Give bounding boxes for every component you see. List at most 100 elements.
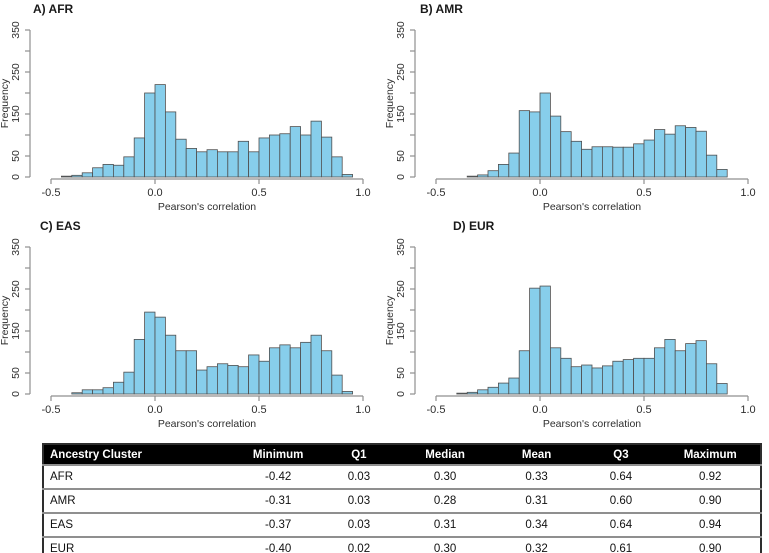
histogram-bar	[196, 151, 208, 178]
histogram-bar	[518, 350, 530, 395]
cell-statistic-value: 0.34	[491, 512, 582, 537]
histogram-bar	[102, 387, 114, 395]
cell-statistic-value: 0.03	[319, 488, 399, 513]
x-tick-label: 1.0	[355, 404, 370, 416]
histogram-bar	[498, 163, 510, 178]
x-tick-label: 0.5	[636, 187, 651, 199]
cell-statistic-value: 0.03	[319, 464, 399, 489]
x-axis-title: Pearson's correlation	[543, 201, 641, 213]
table-row: AFR -0.42 0.03 0.30 0.33 0.64 0.92	[43, 464, 761, 489]
histogram-bar	[279, 133, 291, 178]
y-tick-label: 150	[395, 322, 407, 340]
table-header-row: Ancestry Cluster Minimum Q1 Median Mean …	[43, 444, 761, 465]
y-axis-title: Frequency	[0, 78, 11, 128]
histogram-bar	[71, 392, 83, 395]
panel-title: C) EAS	[40, 219, 81, 233]
histogram-bar	[216, 151, 229, 178]
histogram-bar	[591, 367, 603, 395]
histogram-bar	[498, 382, 510, 395]
histogram-bar	[581, 364, 593, 395]
histogram-bar	[674, 350, 687, 395]
cell-statistic-value: 0.30	[398, 464, 492, 489]
histogram-bar	[622, 146, 634, 178]
x-tick-label: 1.0	[355, 187, 370, 199]
histogram-bar	[643, 357, 655, 395]
column-header-mean: Mean	[491, 444, 582, 465]
column-header-median: Median	[398, 444, 492, 465]
histogram-bar	[320, 350, 333, 395]
panel-title: D) EUR	[453, 219, 495, 233]
y-tick-label: 250	[10, 63, 22, 81]
cell-ancestry-cluster: EUR	[43, 536, 237, 553]
table-row: EUR -0.40 0.02 0.30 0.32 0.61 0.90	[43, 536, 761, 553]
cell-statistic-value: 0.90	[660, 488, 761, 513]
cell-ancestry-cluster: AMR	[43, 488, 237, 513]
histogram-bar	[206, 149, 218, 178]
histogram-bar	[685, 343, 697, 395]
histogram-bar	[653, 347, 666, 395]
histogram-bar	[92, 167, 104, 178]
histogram-bar	[633, 143, 645, 178]
histogram-bar	[695, 130, 707, 178]
cell-statistic-value: 0.02	[319, 536, 399, 553]
y-tick-label: 0	[10, 391, 22, 397]
y-axis-title: Frequency	[385, 78, 396, 128]
histogram-bar	[133, 137, 145, 178]
histogram-bar	[674, 125, 687, 178]
histogram-panel-afr: 0 50 150 250 350 Frequency -0.5 0.0 0.5 1.0 Pearso…	[0, 2, 371, 213]
histogram-bar	[185, 350, 197, 395]
histogram-bar	[331, 374, 343, 395]
histogram-bar	[300, 134, 312, 178]
histogram-bar	[196, 369, 208, 395]
histogram-bar	[123, 371, 135, 395]
cell-statistic-value: -0.31	[236, 488, 320, 513]
histogram-bar	[310, 120, 322, 178]
histogram-bar	[560, 131, 572, 178]
x-tick-label: 0.0	[147, 187, 162, 199]
histogram-bar	[622, 359, 634, 395]
table-row: AMR -0.31 0.03 0.28 0.31 0.60 0.90	[43, 488, 761, 513]
histogram-bar	[633, 357, 645, 395]
histogram-bar	[61, 175, 73, 178]
histogram-bar	[508, 152, 520, 178]
x-tick-label: -0.5	[427, 187, 446, 199]
histogram-bar	[175, 138, 187, 178]
table-row: EAS -0.37 0.03 0.31 0.34 0.64 0.94	[43, 512, 761, 537]
histogram-bar	[206, 366, 218, 395]
histogram-bar	[570, 366, 582, 395]
histogram-bar	[466, 391, 478, 395]
x-tick-label: -0.5	[42, 404, 61, 416]
histogram-bar	[685, 127, 697, 178]
histogram-bar	[185, 148, 197, 178]
x-tick-label: 0.0	[147, 404, 162, 416]
histogram-bar	[320, 136, 333, 178]
histogram-bar	[456, 392, 468, 395]
x-tick-label: 0.5	[251, 404, 266, 416]
histogram-bar	[227, 365, 239, 395]
histogram-bar	[341, 391, 354, 395]
histogram-bar	[601, 365, 614, 395]
y-tick-label: 250	[10, 280, 22, 298]
histogram-bar	[716, 169, 728, 178]
histogram-bar	[549, 115, 562, 178]
cell-statistic-value: -0.42	[236, 464, 320, 489]
histogram-bar	[664, 339, 676, 395]
histogram-bar	[248, 354, 260, 395]
histogram-bar	[289, 347, 302, 395]
x-axis-title: Pearson's correlation	[158, 418, 256, 430]
histogram-bar	[113, 164, 125, 178]
cell-ancestry-cluster: EAS	[43, 512, 237, 537]
histogram-bar	[92, 389, 104, 395]
histogram-bar	[300, 341, 312, 395]
cell-statistic-value: 0.60	[581, 488, 661, 513]
histogram-bar	[248, 151, 260, 178]
cell-statistic-value: 0.33	[491, 464, 582, 489]
histogram-bar	[664, 133, 676, 178]
histogram-bar	[560, 357, 572, 395]
histogram-bar	[113, 381, 125, 395]
histogram-bar	[279, 344, 291, 395]
histogram-bar	[123, 156, 135, 178]
histogram-bar	[601, 146, 614, 178]
column-header-maximum: Maximum	[660, 444, 761, 465]
histogram-bar	[695, 340, 707, 395]
